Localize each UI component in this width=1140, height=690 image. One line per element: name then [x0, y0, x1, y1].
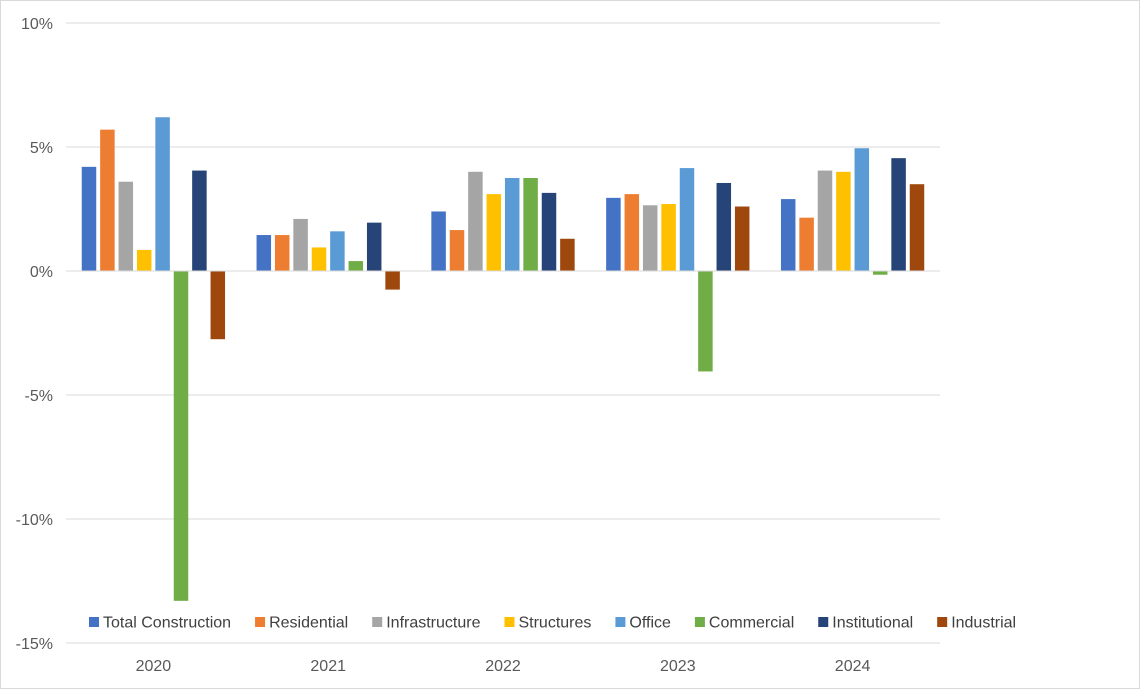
legend-label: Residential: [269, 615, 348, 632]
bar-office-2021: [330, 231, 345, 271]
x-tick-label: 2020: [136, 658, 172, 675]
bar-commercial-2023: [698, 271, 713, 372]
bar-structures-2022: [486, 194, 502, 271]
bar-structures-2021: [311, 247, 327, 271]
y-tick-label: -10%: [16, 512, 53, 529]
legend-label: Institutional: [832, 615, 913, 632]
legend-label: Infrastructure: [386, 615, 480, 632]
bar-structures-2020: [136, 249, 152, 271]
bars: [81, 117, 925, 601]
bar-residential-2023: [624, 194, 640, 271]
bar-industrial-2024: [909, 184, 925, 271]
bar-office-2023: [679, 168, 695, 271]
legend-swatch: [89, 617, 99, 627]
legend-swatch: [504, 617, 515, 627]
y-tick-label: 5%: [30, 140, 53, 157]
bar-residential-2020: [100, 129, 115, 271]
y-axis-ticks: 10% 5% 0% -5% -10% -15%: [16, 16, 53, 653]
x-tick-label: 2021: [310, 658, 346, 675]
y-tick-label: -15%: [16, 636, 53, 653]
bar-commercial-2024: [872, 271, 888, 275]
bar-commercial-2022: [523, 178, 538, 271]
x-tick-label: 2022: [485, 658, 521, 675]
legend-swatch: [818, 617, 829, 627]
bar-total-construction-2023: [606, 197, 621, 271]
bar-institutional-2022: [541, 192, 557, 271]
legend-swatch: [694, 617, 705, 627]
bar-commercial-2021: [348, 261, 364, 271]
x-tick-label: 2024: [835, 658, 871, 675]
bar-structures-2024: [836, 171, 851, 271]
y-tick-label: 0%: [30, 264, 53, 281]
bar-total-construction-2020: [81, 166, 97, 271]
bar-industrial-2021: [385, 271, 400, 290]
legend-label: Structures: [518, 615, 591, 632]
bar-structures-2023: [661, 204, 676, 271]
bar-infrastructure-2022: [468, 171, 483, 271]
bar-industrial-2022: [560, 238, 575, 271]
bar-office-2020: [155, 117, 170, 272]
bar-infrastructure-2024: [817, 170, 833, 271]
legend-swatch: [937, 617, 948, 627]
bar-office-2024: [854, 148, 870, 271]
x-tick-label: 2023: [660, 658, 696, 675]
bar-industrial-2023: [734, 206, 750, 271]
bar-residential-2024: [799, 217, 814, 271]
bar-industrial-2020: [210, 271, 226, 340]
bar-infrastructure-2023: [642, 205, 658, 271]
bar-institutional-2021: [366, 222, 382, 271]
legend-label: Commercial: [709, 615, 794, 632]
bar-institutional-2024: [891, 158, 906, 271]
bar-institutional-2023: [716, 182, 732, 271]
bar-total-construction-2024: [780, 199, 796, 271]
bar-total-construction-2021: [256, 235, 272, 271]
legend-swatch: [372, 617, 383, 627]
legend-label: Industrial: [951, 615, 1016, 632]
legend: Total Construction Residential Infrastruct…: [89, 615, 1016, 632]
legend-swatch: [255, 617, 266, 627]
bar-commercial-2020: [173, 271, 189, 601]
bar-residential-2021: [274, 235, 290, 271]
gridlines: [66, 22, 940, 644]
bar-institutional-2020: [192, 170, 207, 271]
legend-label: Total Construction: [103, 615, 231, 632]
legend-swatch: [615, 617, 626, 627]
bar-infrastructure-2020: [118, 181, 134, 271]
y-tick-label: 10%: [21, 16, 53, 33]
legend-label: Office: [629, 615, 671, 632]
bar-total-construction-2022: [431, 211, 446, 271]
x-axis-ticks: 2020 2021 2022 2023 2024: [136, 658, 871, 675]
bar-office-2022: [504, 178, 520, 271]
bar-infrastructure-2021: [293, 218, 308, 271]
bar-residential-2022: [449, 230, 465, 271]
y-tick-label: -5%: [25, 388, 53, 405]
